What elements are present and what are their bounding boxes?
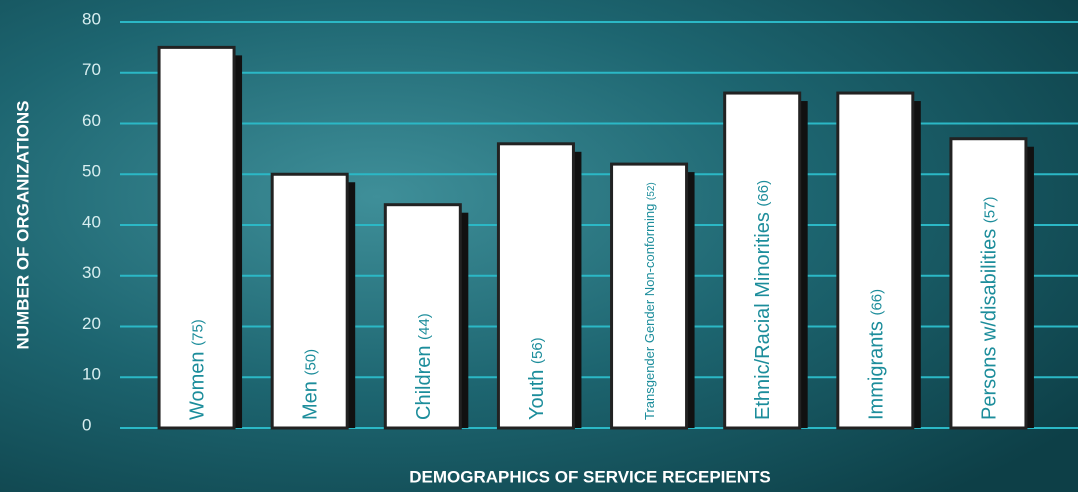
- value-label: (66): [755, 180, 772, 207]
- bar-label: Persons w/disabilities (57): [979, 197, 1001, 420]
- value-label: (52): [646, 182, 657, 200]
- value-label: (75): [190, 319, 207, 346]
- y-axis-title: NUMBER OF ORGANIZATIONS: [13, 100, 32, 349]
- value-label: (50): [303, 349, 320, 376]
- y-tick-label: 30: [82, 263, 101, 282]
- category-label: Transgender Gender Non-conforming: [643, 204, 658, 420]
- y-tick-label: 70: [82, 60, 101, 79]
- y-tick-label: 0: [82, 415, 91, 434]
- y-tick-label: 40: [82, 212, 101, 231]
- bar-label: Ethnic/Racial Minorities (66): [752, 180, 774, 420]
- y-tick-label: 60: [82, 111, 101, 130]
- x-axis-title: DEMOGRAPHICS OF SERVICE RECEPIENTS: [409, 467, 770, 486]
- value-label: (56): [529, 337, 546, 364]
- y-tick-label: 10: [82, 365, 101, 384]
- bar-label: Women (75): [187, 319, 209, 420]
- bar-label: Immigrants (66): [866, 289, 888, 420]
- y-tick-label: 80: [82, 9, 101, 28]
- category-label: Women: [187, 351, 209, 420]
- value-label: (57): [981, 197, 998, 224]
- value-label: (44): [416, 313, 433, 340]
- category-label: Men: [300, 381, 322, 420]
- bar-label: Youth (56): [526, 337, 548, 420]
- category-label: Immigrants: [866, 321, 888, 420]
- category-label: Youth: [526, 370, 548, 420]
- category-label: Persons w/disabilities: [979, 229, 1001, 420]
- bar-label: Children (44): [413, 313, 435, 420]
- category-label: Ethnic/Racial Minorities: [752, 212, 774, 420]
- y-tick-label: 50: [82, 162, 101, 181]
- y-tick-label: 20: [82, 314, 101, 333]
- chart: NUMBER OF ORGANIZATIONS DEMOGRAPHICS OF …: [0, 0, 1078, 492]
- bar-label: Men (50): [300, 349, 322, 420]
- bar-label: Transgender Gender Non-conforming (52): [643, 182, 658, 420]
- category-label: Children: [413, 346, 435, 420]
- value-label: (66): [868, 289, 885, 316]
